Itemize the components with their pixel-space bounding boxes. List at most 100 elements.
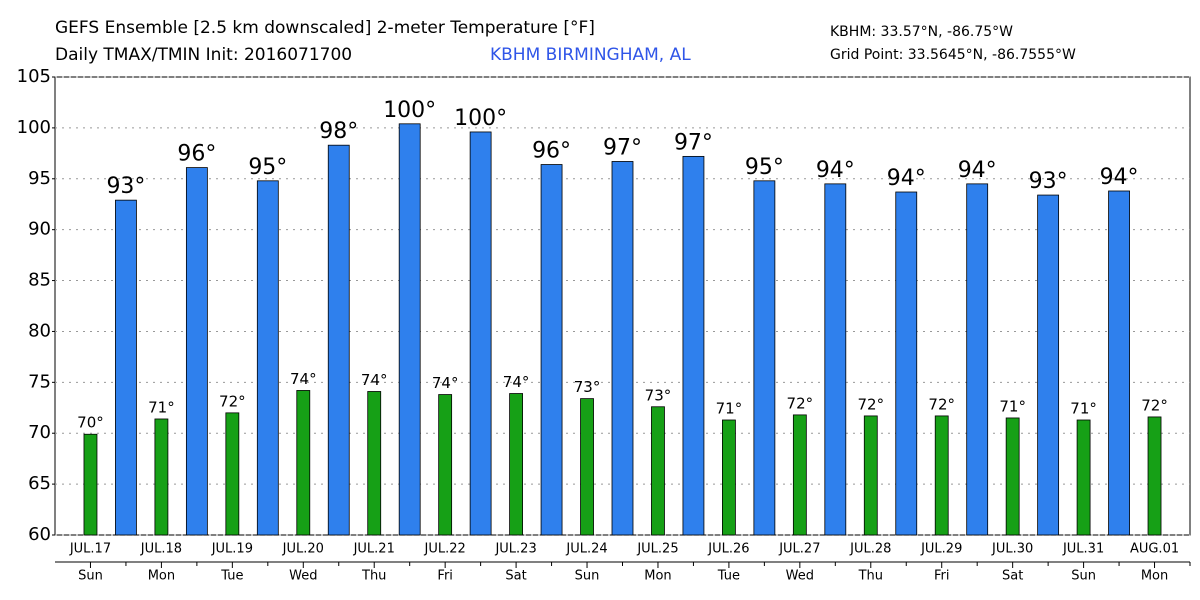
y-tick-label: 85 <box>28 270 51 291</box>
bar <box>753 180 776 536</box>
weekday-label: Thu <box>361 569 386 584</box>
bar <box>154 418 169 536</box>
bar <box>651 406 665 536</box>
x-tick-label: JUL.26 <box>707 542 749 557</box>
location: KBHM BIRMINGHAM, AL <box>490 45 691 65</box>
x-tick-label: AUG.01 <box>1130 542 1179 557</box>
bar <box>1005 417 1020 536</box>
value-label: 93° <box>106 174 145 199</box>
x-tick-label: JUL.21 <box>353 542 395 557</box>
value-label: 74° <box>361 371 388 389</box>
bar <box>611 161 634 536</box>
bar <box>469 131 492 536</box>
bar <box>256 180 279 536</box>
weekday-label: Fri <box>934 569 950 584</box>
x-tick-label: JUL.20 <box>282 542 324 557</box>
bar <box>895 191 918 536</box>
bar <box>1147 416 1162 536</box>
x-tick-label: JUL.19 <box>211 542 253 557</box>
y-tick-label: 100 <box>17 117 51 138</box>
value-label: 94° <box>1100 165 1139 190</box>
weekday-label: Sun <box>575 569 600 584</box>
bar <box>115 199 137 536</box>
y-tick-label: 65 <box>28 473 51 494</box>
value-label: 71° <box>999 397 1026 415</box>
y-tick-label: 75 <box>28 371 51 392</box>
bar <box>367 391 382 536</box>
bar <box>580 398 594 536</box>
value-label: 71° <box>716 399 743 417</box>
weekday-label: Wed <box>289 569 317 584</box>
value-label: 95° <box>248 155 287 180</box>
value-label: 72° <box>928 395 955 413</box>
bar <box>792 414 807 536</box>
value-label: 94° <box>816 158 855 183</box>
x-tick-label: JUL.31 <box>1062 542 1104 557</box>
value-label: 72° <box>787 394 814 412</box>
y-tick-label: 60 <box>28 524 51 545</box>
value-label: 73° <box>574 378 601 396</box>
x-tick-label: JUL.17 <box>69 542 111 557</box>
bar <box>1076 419 1091 536</box>
value-label: 74° <box>290 370 317 388</box>
value-label: 74° <box>432 374 459 392</box>
bar <box>438 394 453 536</box>
bar <box>509 393 523 536</box>
bar <box>722 419 736 536</box>
value-label: 93° <box>1029 169 1068 194</box>
value-label: 72° <box>1141 396 1168 414</box>
weekday-label: Fri <box>437 569 453 584</box>
bar <box>83 433 98 536</box>
weekday-label: Wed <box>786 569 814 584</box>
value-label: 96° <box>177 142 216 167</box>
value-label: 100° <box>454 106 507 131</box>
x-tick-label: JUL.27 <box>778 542 820 557</box>
bar <box>398 123 421 536</box>
y-tick-label: 70 <box>28 422 51 443</box>
y-tick-label: 90 <box>28 219 51 240</box>
x-tick-label: JUL.24 <box>565 542 607 557</box>
weekday-label: Mon <box>644 569 671 584</box>
value-label: 73° <box>645 386 672 404</box>
value-label: 95° <box>745 155 784 180</box>
bar <box>225 412 240 536</box>
chart-subtitle: Daily TMAX/TMIN Init: 2016071700 <box>55 45 352 65</box>
x-tick-label: JUL.28 <box>849 542 891 557</box>
value-label: 94° <box>958 158 997 183</box>
bar <box>682 155 705 536</box>
x-tick-label: JUL.29 <box>920 542 962 557</box>
value-label: 98° <box>319 119 358 144</box>
bar <box>540 164 563 536</box>
value-label: 70° <box>77 414 104 432</box>
weekday-label: Sun <box>1071 569 1096 584</box>
bar <box>863 415 878 536</box>
value-label: 97° <box>603 135 642 160</box>
bar <box>1108 190 1130 536</box>
bar <box>934 415 949 536</box>
x-tick-label: JUL.23 <box>494 542 536 557</box>
bar <box>1037 194 1060 536</box>
value-label: 100° <box>383 98 436 123</box>
value-label: 71° <box>1070 399 1097 417</box>
y-tick-label: 80 <box>28 320 51 341</box>
x-tick-label: JUL.25 <box>636 542 678 557</box>
x-tick-label: JUL.18 <box>140 542 182 557</box>
weekday-label: Thu <box>858 569 883 584</box>
weekday-label: Tue <box>220 569 243 584</box>
chart-title: GEFS Ensemble [2.5 km downscaled] 2-mete… <box>55 18 595 38</box>
bar <box>185 167 208 536</box>
value-label: 97° <box>674 130 713 155</box>
grid-point: Grid Point: 33.5645°N, -86.7555°W <box>830 47 1076 63</box>
weekday-label: Tue <box>717 569 740 584</box>
value-label: 74° <box>503 373 530 391</box>
y-tick-label: 105 <box>17 66 51 87</box>
x-tick-label: JUL.22 <box>424 542 466 557</box>
weekday-label: Mon <box>148 569 175 584</box>
value-label: 96° <box>532 139 571 164</box>
weekday-label: Sat <box>505 569 526 584</box>
value-label: 94° <box>887 166 926 191</box>
bar <box>824 183 847 536</box>
value-label: 71° <box>148 398 175 416</box>
